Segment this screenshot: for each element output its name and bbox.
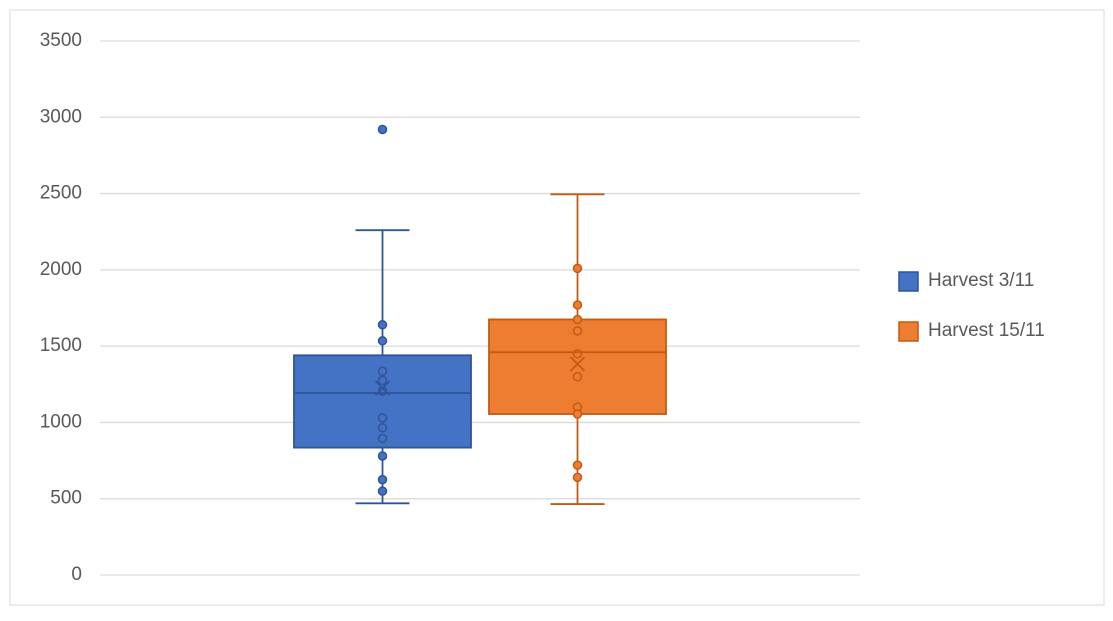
legend-swatch (898, 321, 919, 342)
data-point (572, 349, 583, 359)
legend-swatch (898, 271, 919, 292)
data-point (377, 486, 388, 496)
data-point (377, 474, 388, 485)
legend-label: Harvest 3/11 (928, 270, 1034, 291)
data-point (377, 320, 388, 330)
y-tick-label: 3000 (40, 106, 82, 127)
mean-marker (374, 380, 391, 396)
data-point (572, 326, 583, 336)
legend-label: Harvest 15/11 (928, 320, 1045, 341)
data-point (572, 263, 583, 274)
outlier (377, 124, 388, 135)
y-tick-label: 2500 (40, 183, 82, 204)
y-tick-label: 1500 (40, 335, 82, 356)
box (488, 318, 667, 415)
mean-marker (569, 356, 586, 372)
y-tick-label: 500 (50, 488, 82, 509)
data-point (377, 423, 388, 433)
data-point (572, 300, 583, 310)
data-point (572, 409, 583, 419)
data-point (377, 366, 388, 377)
data-point (572, 371, 583, 382)
y-tick-label: 2000 (40, 259, 82, 280)
data-point (377, 451, 388, 461)
y-tick-label: 0 (71, 564, 82, 585)
y-tick-label: 1000 (40, 411, 82, 432)
y-tick-label: 3500 (40, 30, 82, 51)
data-point (572, 460, 583, 470)
data-point (377, 375, 388, 386)
data-point (572, 314, 583, 325)
data-point (377, 336, 388, 346)
chart-border (9, 9, 1105, 606)
data-point (377, 433, 388, 444)
data-point (572, 472, 583, 483)
data-point (377, 413, 388, 423)
